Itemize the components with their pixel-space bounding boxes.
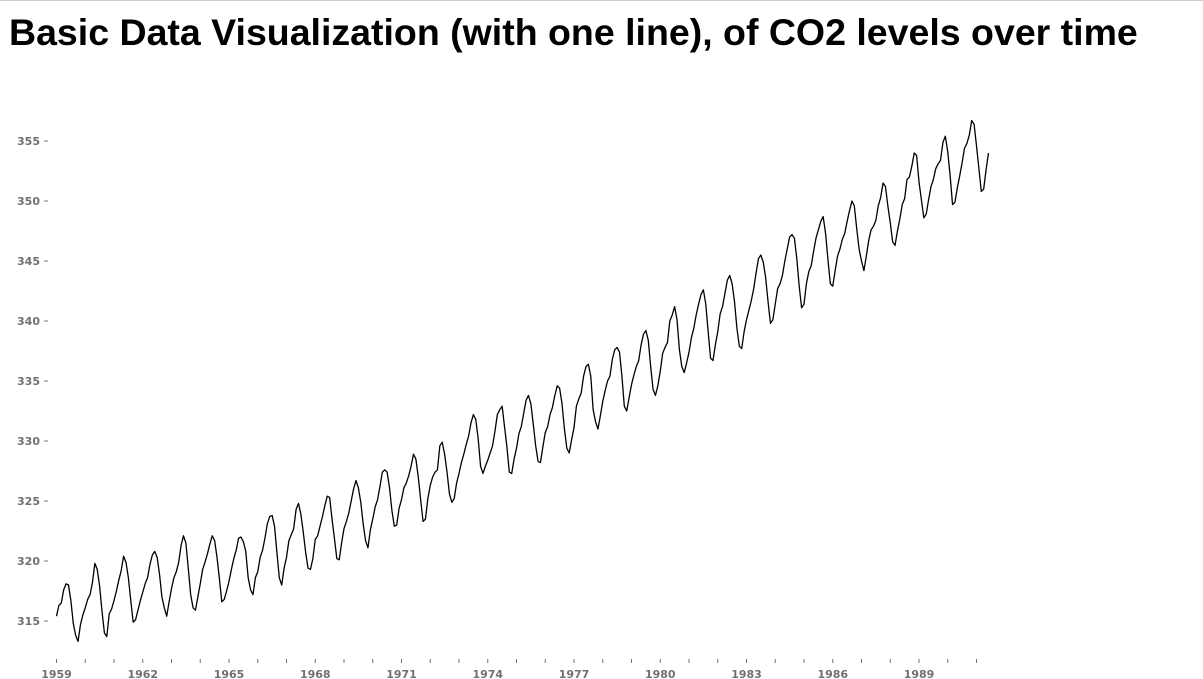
x-tick-label: 1989 (904, 668, 935, 679)
y-tick-label: 340 (17, 315, 40, 328)
x-tick-label: 1965 (214, 668, 245, 679)
top-border (0, 0, 1203, 1)
y-axis: 315 320 325 330 335 340 345 350 355 (17, 135, 48, 628)
x-tick-label: 1971 (386, 668, 417, 679)
y-tick-label: 330 (17, 435, 40, 448)
y-tick-label: 350 (17, 195, 40, 208)
y-tick-label: 315 (17, 615, 40, 628)
y-tick-label: 355 (17, 135, 40, 148)
x-tick-label: 1983 (731, 668, 762, 679)
x-tick-label: 1977 (559, 668, 590, 679)
chart-title: Basic Data Visualization (with one line)… (9, 11, 1138, 53)
y-tick-label: 320 (17, 555, 40, 568)
x-tick-label: 1968 (300, 668, 331, 679)
x-tick-label: 1962 (127, 668, 158, 679)
x-tick-label: 1986 (817, 668, 848, 679)
x-tick-label: 1980 (645, 668, 676, 679)
y-tick-label: 335 (17, 375, 40, 388)
y-tick-label: 345 (17, 255, 40, 268)
co2-series-line (55, 119, 990, 643)
x-axis: 1959 1962 1965 1968 1971 1974 1977 1980 1983 1986… (41, 659, 977, 679)
x-tick-label: 1974 (472, 668, 503, 679)
y-tick-label: 325 (17, 495, 40, 508)
x-tick-label: 1959 (41, 668, 72, 679)
